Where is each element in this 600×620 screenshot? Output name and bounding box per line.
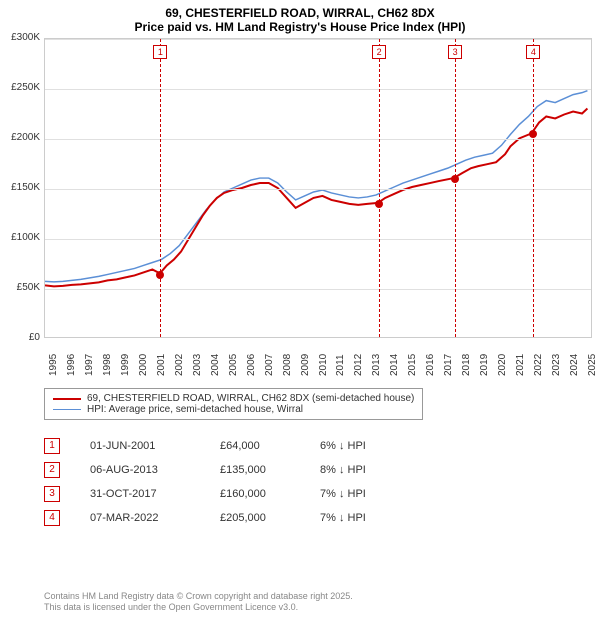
event-marker-line <box>379 39 380 337</box>
event-marker-box: 2 <box>372 45 386 59</box>
x-tick-label: 2025 <box>587 354 598 376</box>
event-price: £160,000 <box>220 488 320 500</box>
gridline <box>45 139 591 140</box>
chart-title-block: 69, CHESTERFIELD ROAD, WIRRAL, CH62 8DX … <box>0 0 600 34</box>
y-tick-label: £50K <box>2 282 40 293</box>
legend-item: 69, CHESTERFIELD ROAD, WIRRAL, CH62 8DX … <box>53 393 414 404</box>
footer-line2: This data is licensed under the Open Gov… <box>44 602 353 614</box>
event-pct: 7% ↓ HPI <box>320 488 440 500</box>
x-tick-label: 2012 <box>353 354 364 376</box>
event-number-box: 1 <box>44 438 60 454</box>
x-tick-label: 2019 <box>479 354 490 376</box>
event-row: 2 06-AUG-2013£135,0008% ↓ HPI <box>44 462 564 478</box>
event-price: £64,000 <box>220 440 320 452</box>
event-date: 06-AUG-2013 <box>90 464 220 476</box>
y-tick-label: £100K <box>2 232 40 243</box>
gridline <box>45 39 591 40</box>
sale-point <box>529 130 537 138</box>
chart-title-sub: Price paid vs. HM Land Registry's House … <box>0 20 600 34</box>
event-price: £135,000 <box>220 464 320 476</box>
gridline <box>45 289 591 290</box>
x-tick-label: 2009 <box>300 354 311 376</box>
event-pct: 6% ↓ HPI <box>320 440 440 452</box>
footer-line1: Contains HM Land Registry data © Crown c… <box>44 591 353 603</box>
x-tick-label: 1997 <box>84 354 95 376</box>
event-marker-box: 1 <box>153 45 167 59</box>
event-row: 4 07-MAR-2022£205,0007% ↓ HPI <box>44 510 564 526</box>
legend-swatch <box>53 409 81 410</box>
gridline <box>45 189 591 190</box>
event-date: 07-MAR-2022 <box>90 512 220 524</box>
legend-label: HPI: Average price, semi-detached house,… <box>87 404 303 415</box>
event-marker-box: 3 <box>448 45 462 59</box>
x-tick-label: 2022 <box>533 354 544 376</box>
legend-label: 69, CHESTERFIELD ROAD, WIRRAL, CH62 8DX … <box>87 393 414 404</box>
x-tick-label: 2016 <box>425 354 436 376</box>
event-price: £205,000 <box>220 512 320 524</box>
x-tick-label: 2014 <box>389 354 400 376</box>
sale-point <box>375 200 383 208</box>
chart-lines <box>45 39 591 337</box>
event-number-box: 2 <box>44 462 60 478</box>
x-tick-label: 2001 <box>156 354 167 376</box>
event-date: 01-JUN-2001 <box>90 440 220 452</box>
event-marker-line <box>533 39 534 337</box>
y-tick-label: £300K <box>2 32 40 43</box>
event-number-box: 4 <box>44 510 60 526</box>
x-tick-label: 1996 <box>66 354 77 376</box>
event-marker-line <box>455 39 456 337</box>
sale-point <box>156 271 164 279</box>
legend-item: HPI: Average price, semi-detached house,… <box>53 404 414 415</box>
x-tick-label: 2023 <box>551 354 562 376</box>
plot-area: 1 2 3 4 <box>44 38 592 338</box>
legend-swatch <box>53 398 81 400</box>
series-line-hpi <box>45 91 587 282</box>
chart-title-address: 69, CHESTERFIELD ROAD, WIRRAL, CH62 8DX <box>0 6 600 20</box>
x-tick-label: 2024 <box>569 354 580 376</box>
x-tick-label: 2017 <box>443 354 454 376</box>
event-row: 1 01-JUN-2001£64,0006% ↓ HPI <box>44 438 564 454</box>
x-tick-label: 2005 <box>228 354 239 376</box>
event-number-box: 3 <box>44 486 60 502</box>
chart-area: £0£50K£100K£150K£200K£250K£300K 1234 199… <box>0 38 600 386</box>
gridline <box>45 89 591 90</box>
x-tick-label: 2018 <box>461 354 472 376</box>
x-tick-label: 1995 <box>48 354 59 376</box>
x-tick-label: 2021 <box>515 354 526 376</box>
x-tick-label: 2008 <box>282 354 293 376</box>
x-tick-label: 2015 <box>407 354 418 376</box>
x-tick-label: 2004 <box>210 354 221 376</box>
x-tick-label: 2011 <box>335 354 346 376</box>
x-tick-label: 1998 <box>102 354 113 376</box>
y-tick-label: £0 <box>2 332 40 343</box>
x-tick-label: 2013 <box>371 354 382 376</box>
sale-point <box>451 175 459 183</box>
event-marker-box: 4 <box>526 45 540 59</box>
y-tick-label: £200K <box>2 132 40 143</box>
x-tick-label: 2007 <box>264 354 275 376</box>
x-tick-label: 1999 <box>120 354 131 376</box>
y-tick-label: £150K <box>2 182 40 193</box>
footer-attribution: Contains HM Land Registry data © Crown c… <box>44 591 353 614</box>
series-line-price_paid <box>45 109 587 287</box>
x-tick-label: 2000 <box>138 354 149 376</box>
event-marker-line <box>160 39 161 337</box>
y-tick-label: £250K <box>2 82 40 93</box>
event-date: 31-OCT-2017 <box>90 488 220 500</box>
events-table: 101-JUN-2001£64,0006% ↓ HPI206-AUG-2013£… <box>44 438 564 534</box>
x-tick-label: 2020 <box>497 354 508 376</box>
x-tick-label: 2006 <box>246 354 257 376</box>
gridline <box>45 239 591 240</box>
event-row: 3 31-OCT-2017£160,0007% ↓ HPI <box>44 486 564 502</box>
event-pct: 7% ↓ HPI <box>320 512 440 524</box>
legend: 69, CHESTERFIELD ROAD, WIRRAL, CH62 8DX … <box>44 388 423 420</box>
x-tick-label: 2002 <box>174 354 185 376</box>
x-tick-label: 2003 <box>192 354 203 376</box>
event-pct: 8% ↓ HPI <box>320 464 440 476</box>
x-tick-label: 2010 <box>318 354 329 376</box>
